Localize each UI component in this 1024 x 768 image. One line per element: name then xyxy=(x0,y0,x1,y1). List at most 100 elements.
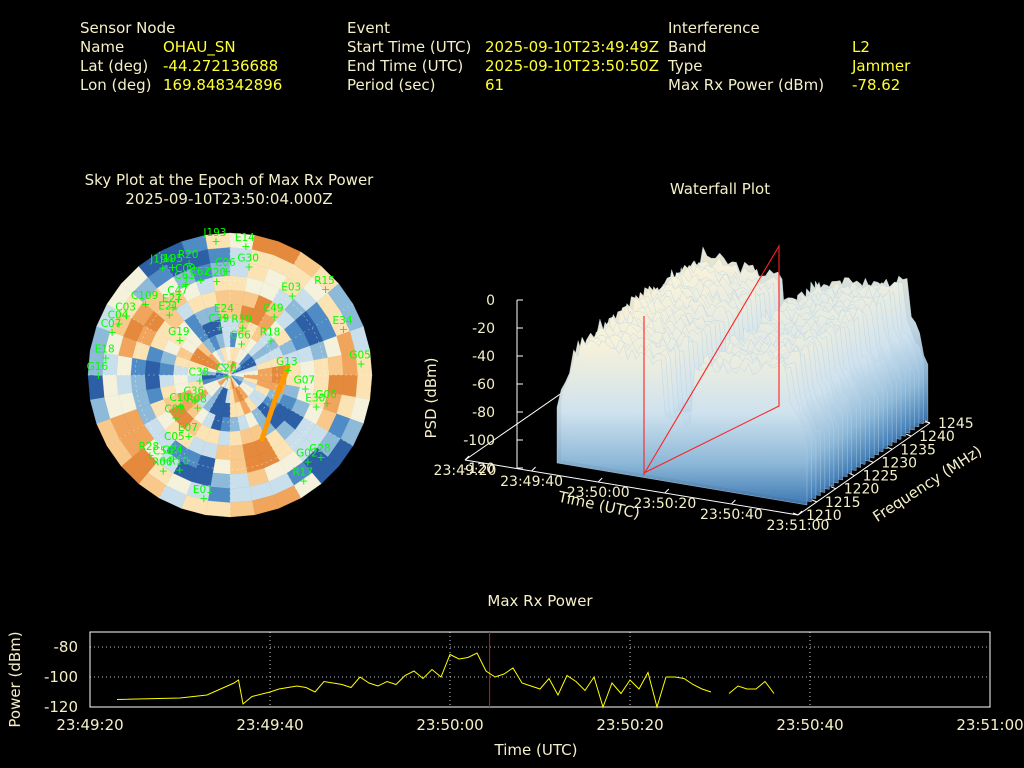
sky-cell xyxy=(102,374,119,398)
time-tick xyxy=(531,466,536,472)
satellite-marker: + xyxy=(176,400,185,413)
waterfall-surface xyxy=(556,243,929,506)
azimuth-spoke xyxy=(229,374,302,499)
elevation-ring xyxy=(134,279,326,471)
waterfall-plot: 0-20-40-60-80-100-12023:49:2023:49:4023:… xyxy=(422,243,985,534)
x-tick-label: 23:49:20 xyxy=(56,716,123,734)
satellite-label: E21 xyxy=(158,300,178,312)
satellite-marker: + xyxy=(288,289,297,302)
jammer-track xyxy=(259,364,291,442)
satellite-label: C20 xyxy=(216,362,237,374)
interference-panel: Interference Band L2 Type Jammer Max Rx Po… xyxy=(668,19,910,95)
sensor-lat-row: Lat (deg) -44.272136688 xyxy=(80,57,282,76)
satellite-label: C08 xyxy=(164,403,185,415)
sky-plot-subtitle: 2025-09-10T23:50:04.000Z xyxy=(125,190,333,208)
satellite-label: C20 xyxy=(205,267,226,279)
sensor-lat-value: -44.272136688 xyxy=(163,57,279,75)
satellite-marker: + xyxy=(175,334,184,347)
interference-type-value: Jammer xyxy=(852,57,911,75)
satellite-label: C38 xyxy=(189,366,210,378)
time-tick-label: 23:50:40 xyxy=(700,507,763,523)
sky-cell xyxy=(299,360,316,376)
satellite-label: G13 xyxy=(276,356,298,368)
satellite-label: G19 xyxy=(168,326,190,338)
satellite-marker: + xyxy=(238,322,247,335)
waterfall-labels: 0-20-40-60-80-100-12023:49:2023:49:4023:… xyxy=(422,293,985,534)
satellite-marker: + xyxy=(184,430,193,443)
satellite-label: C10 xyxy=(169,392,190,404)
satellite-label: C58 xyxy=(153,445,174,457)
jammer-track-line xyxy=(259,364,291,442)
satellite-marker: + xyxy=(145,449,154,462)
satellite-marker: + xyxy=(195,374,204,387)
psd-tick-label: 0 xyxy=(486,293,495,309)
satellite-marker: + xyxy=(181,278,190,291)
x-tick-label: 23:49:40 xyxy=(236,716,303,734)
satellite-label: E18 xyxy=(95,344,115,356)
sensor-lat-label: Lat (deg) xyxy=(80,57,149,75)
sky-cell xyxy=(229,472,250,489)
satellite-label: C06 xyxy=(215,257,236,269)
satellite-label: C36 xyxy=(184,386,205,398)
satellite-marker: + xyxy=(168,301,177,314)
satellite-label: C03 xyxy=(115,301,136,313)
satellite-label: G30 xyxy=(237,252,259,264)
satellite-label: J194 xyxy=(149,253,173,265)
satellite-label: R19 xyxy=(231,314,252,326)
satellite-label: C47 xyxy=(167,285,188,297)
sky-cell xyxy=(229,458,248,475)
satellite-label: R17 xyxy=(292,466,313,478)
event-end-value: 2025-09-10T23:50:50Z xyxy=(485,57,659,75)
freq-tick-label: 1230 xyxy=(881,455,917,471)
psd-tick-label: -60 xyxy=(472,377,495,393)
freq-tick-label: 1240 xyxy=(919,429,955,445)
satellite-marker: + xyxy=(316,451,325,464)
freq-tick-label: 1225 xyxy=(863,469,899,485)
satellite-marker: + xyxy=(174,293,183,306)
power-plot-title: Max Rx Power xyxy=(487,592,593,610)
freq-tick-label: 1245 xyxy=(938,416,974,432)
satellite-label: R28 xyxy=(139,441,160,453)
azimuth-spoke xyxy=(106,303,231,376)
sky-cell xyxy=(229,444,245,461)
satellite-marker: + xyxy=(241,240,250,253)
event-period-label: Period (sec) xyxy=(347,76,436,94)
freq-tick-label: 1235 xyxy=(900,442,936,458)
satellite-marker: + xyxy=(215,321,224,334)
y-tick-label: -100 xyxy=(44,668,78,686)
power-y-axis-label: Power (dBm) xyxy=(6,631,24,727)
event-end-row: End Time (UTC) 2025-09-10T23:50:50Z xyxy=(347,57,659,76)
time-tick-label: 23:51:00 xyxy=(767,518,830,534)
satellite-label: G02 xyxy=(296,447,318,459)
sky-cell xyxy=(215,444,231,461)
satellite-label: C07 xyxy=(101,318,122,330)
satellite-marker: + xyxy=(266,335,275,348)
satellite-label: C49 xyxy=(263,302,284,314)
satellite-marker: + xyxy=(199,492,208,505)
satellite-marker: + xyxy=(357,358,366,371)
sky-plot: +J193+E14+J195+J194 +R20+G30+C06+C09+C61 +… xyxy=(87,227,373,518)
satellite-label: C62 xyxy=(190,266,211,278)
satellite-marker: + xyxy=(270,310,279,323)
sky-cell xyxy=(205,500,231,518)
satellite-label: J195 xyxy=(159,253,183,265)
waterfall-title: Waterfall Plot xyxy=(669,180,771,198)
satellite-label: C04 xyxy=(108,309,129,321)
interference-power-label: Max Rx Power (dBm) xyxy=(668,76,825,94)
event-start-label: Start Time (UTC) xyxy=(347,38,472,56)
surface-strip xyxy=(556,336,808,506)
satellite-label: C66 xyxy=(230,329,251,341)
sensor-name-row: Name OHAU_SN xyxy=(80,38,282,57)
sensor-name-value: OHAU_SN xyxy=(163,38,236,56)
sky-cell xyxy=(205,232,231,250)
satellite-label: R18 xyxy=(260,327,281,339)
satellite-marker: + xyxy=(185,257,194,270)
psd-tick-label: -20 xyxy=(472,321,495,337)
event-start-value: 2025-09-10T23:49:49Z xyxy=(485,38,659,56)
y-tick-label: -80 xyxy=(54,638,79,656)
satellite-marker: + xyxy=(169,453,178,466)
satellite-marker: + xyxy=(223,370,232,383)
sky-cell xyxy=(210,472,231,489)
satellite-label: C39 xyxy=(208,313,229,325)
satellite-label: C24 xyxy=(162,445,183,457)
